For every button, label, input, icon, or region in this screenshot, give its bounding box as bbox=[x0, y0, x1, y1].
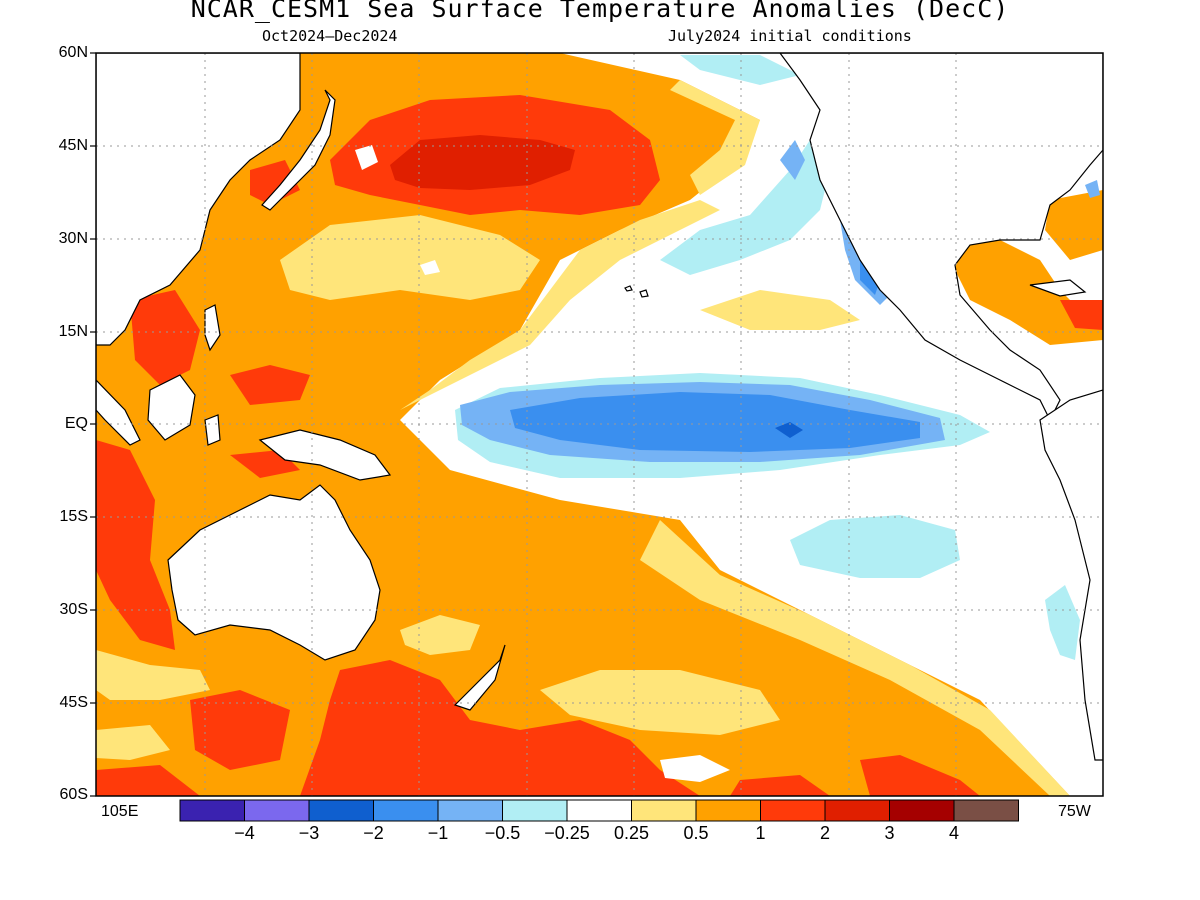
colorbar-label: −0.25 bbox=[544, 823, 590, 843]
colorbar-label: 3 bbox=[884, 823, 895, 843]
colorbar-swatch-0 bbox=[179, 799, 245, 822]
colorbar-swatch-8 bbox=[695, 799, 761, 822]
map-title: NCAR_CESM1 Sea Surface Temperature Anoma… bbox=[190, 0, 1010, 23]
lon-label-left: 105E bbox=[101, 803, 139, 820]
australia-land bbox=[167, 484, 381, 661]
colorbar-swatch-4 bbox=[437, 799, 503, 822]
colorbar-label: 1 bbox=[755, 823, 766, 843]
lat-label-45s: 45S bbox=[59, 694, 88, 711]
colorbar bbox=[179, 799, 1019, 822]
lon-label-right: 75W bbox=[1058, 803, 1091, 820]
lat-label-eq: EQ bbox=[64, 415, 88, 432]
north-america-land bbox=[779, 53, 1103, 422]
colorbar-swatch-11 bbox=[889, 799, 955, 822]
colorbar-swatch-9 bbox=[760, 799, 826, 822]
south-america-land bbox=[1039, 389, 1103, 761]
colorbar-label: −1 bbox=[427, 823, 449, 843]
colorbar-swatch-12 bbox=[953, 799, 1019, 822]
colorbar-swatch-7 bbox=[631, 799, 697, 822]
lat-label-15s: 15S bbox=[59, 508, 88, 525]
colorbar-label: −4 bbox=[234, 823, 255, 843]
colorbar-swatch-3 bbox=[373, 799, 439, 822]
colorbar-swatch-5 bbox=[502, 799, 568, 822]
lat-label-45n: 45N bbox=[58, 137, 88, 154]
lat-label-30s: 30S bbox=[59, 601, 88, 618]
colorbar-swatch-1 bbox=[244, 799, 310, 822]
forecast-period: Oct2024–Dec2024 bbox=[262, 27, 398, 45]
lat-label-60s: 60S bbox=[59, 786, 88, 803]
lat-label-15n: 15N bbox=[58, 323, 88, 340]
lat-label-60n: 60N bbox=[58, 44, 88, 61]
coastlines bbox=[96, 53, 1103, 761]
colorbar-swatch-10 bbox=[824, 799, 890, 822]
colorbar-label: 2 bbox=[819, 823, 830, 843]
colorbar-label: −2 bbox=[363, 823, 384, 843]
colorbar-label: 0.25 bbox=[613, 823, 650, 843]
colorbar-label: −0.5 bbox=[484, 823, 521, 843]
initial-conditions: July2024 initial conditions bbox=[668, 27, 912, 45]
colorbar-label: −3 bbox=[298, 823, 320, 843]
colorbar-label: 0.5 bbox=[683, 823, 709, 843]
grid bbox=[96, 53, 1103, 796]
lat-label-30n: 30N bbox=[58, 230, 88, 247]
colorbar-swatch-2 bbox=[308, 799, 374, 822]
colorbar-label: 4 bbox=[948, 823, 959, 843]
lat-ticks bbox=[90, 52, 96, 797]
colorbar-swatch-6 bbox=[566, 799, 632, 822]
